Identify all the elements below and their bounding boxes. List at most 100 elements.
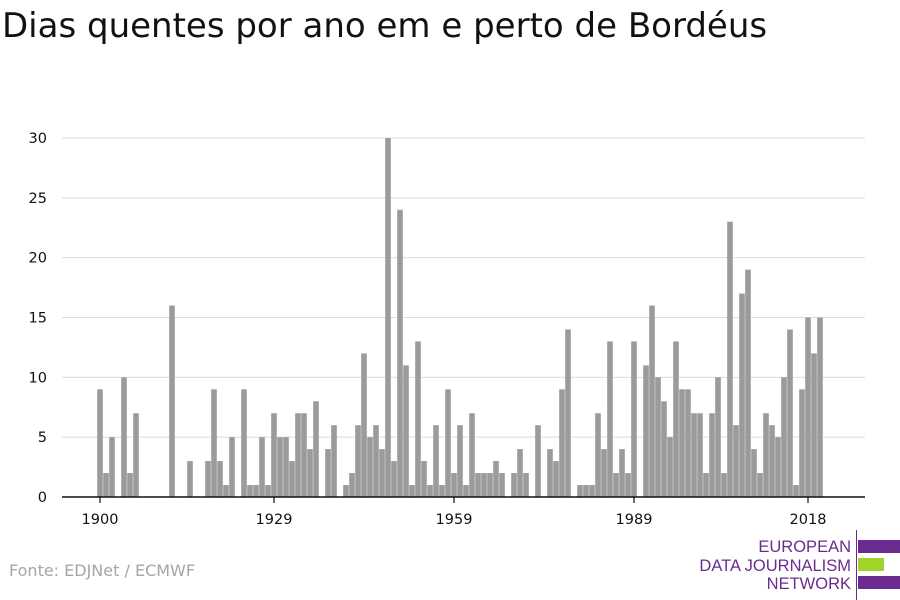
bar-1952 bbox=[409, 485, 415, 497]
bar-2016 bbox=[793, 485, 799, 497]
logo-bar-top bbox=[858, 540, 900, 553]
bar-1958 bbox=[445, 389, 451, 497]
x-tick-label: 2018 bbox=[790, 512, 827, 528]
bar-1942 bbox=[349, 473, 355, 497]
bar-2008 bbox=[745, 269, 751, 497]
bar-2007 bbox=[739, 293, 745, 497]
bar-1962 bbox=[469, 413, 475, 497]
bar-1969 bbox=[511, 473, 517, 497]
bar-1951 bbox=[403, 365, 409, 497]
bar-1971 bbox=[523, 473, 529, 497]
bar-1976 bbox=[553, 461, 559, 497]
bar-1994 bbox=[661, 401, 667, 497]
bar-2000 bbox=[697, 413, 703, 497]
y-tick-label: 25 bbox=[29, 191, 47, 207]
bar-1953 bbox=[415, 341, 421, 497]
y-tick-label: 30 bbox=[29, 131, 47, 147]
bar-1948 bbox=[385, 138, 391, 497]
bar-1970 bbox=[517, 449, 523, 497]
bar-1902 bbox=[109, 437, 115, 497]
bar-1905 bbox=[127, 473, 133, 497]
bar-1934 bbox=[301, 413, 307, 497]
bar-1987 bbox=[619, 449, 625, 497]
bar-1967 bbox=[499, 473, 505, 497]
bar-1947 bbox=[379, 449, 385, 497]
bar-1955 bbox=[427, 485, 433, 497]
bar-1985 bbox=[607, 341, 613, 497]
bar-1945 bbox=[367, 437, 373, 497]
bar-1989 bbox=[631, 341, 637, 497]
bar-1954 bbox=[421, 461, 427, 497]
bar-1900 bbox=[97, 389, 103, 497]
bar-1927 bbox=[259, 437, 265, 497]
logo-bar-middle bbox=[858, 558, 884, 571]
bar-1922 bbox=[229, 437, 235, 497]
bar-1981 bbox=[583, 485, 589, 497]
bar-1957 bbox=[439, 485, 445, 497]
x-tick-label: 1929 bbox=[256, 512, 293, 528]
bar-1980 bbox=[577, 485, 583, 497]
bar-1919 bbox=[211, 389, 217, 497]
y-tick-label: 15 bbox=[29, 311, 47, 327]
bar-1929 bbox=[271, 413, 277, 497]
chart-title: Dias quentes por ano em e perto de Bordé… bbox=[2, 6, 768, 46]
logo-line-1: EUROPEAN bbox=[758, 538, 851, 556]
gridlines bbox=[62, 137, 865, 438]
bar-1933 bbox=[295, 413, 301, 497]
bar-1932 bbox=[289, 461, 295, 497]
bar-1986 bbox=[613, 473, 619, 497]
bar-1950 bbox=[397, 209, 403, 498]
bar-1973 bbox=[535, 425, 541, 497]
bar-1943 bbox=[355, 425, 361, 497]
bar-2019 bbox=[811, 353, 817, 497]
bar-1983 bbox=[595, 413, 601, 497]
bar-1996 bbox=[673, 341, 679, 497]
bar-1982 bbox=[589, 485, 595, 497]
bar-1965 bbox=[487, 473, 493, 497]
y-tick-label: 10 bbox=[29, 370, 47, 386]
bar-1941 bbox=[343, 485, 349, 497]
bar-2017 bbox=[799, 389, 805, 497]
bar-1930 bbox=[277, 437, 283, 497]
bar-1939 bbox=[331, 425, 337, 497]
bar-1904 bbox=[121, 377, 127, 497]
bar-1921 bbox=[223, 485, 229, 497]
logo-line-3: NETWORK bbox=[766, 575, 851, 593]
bar-2009 bbox=[751, 449, 757, 497]
bar-1924 bbox=[241, 389, 247, 497]
bar-1991 bbox=[643, 365, 649, 497]
x-tick-label: 1959 bbox=[436, 512, 473, 528]
bar-1995 bbox=[667, 437, 673, 497]
bar-1963 bbox=[475, 473, 481, 497]
bar-1938 bbox=[325, 449, 331, 497]
bar-1901 bbox=[103, 473, 109, 497]
bar-1928 bbox=[265, 485, 271, 497]
bar-1997 bbox=[679, 389, 685, 497]
x-tick-label: 1989 bbox=[616, 512, 653, 528]
bar-1984 bbox=[601, 449, 607, 497]
bar-2005 bbox=[727, 221, 733, 497]
bar-2003 bbox=[715, 377, 721, 497]
bar-1946 bbox=[373, 425, 379, 497]
logo-divider bbox=[856, 530, 857, 600]
bar-2020 bbox=[817, 317, 823, 497]
bar-1956 bbox=[433, 425, 439, 497]
bar-2004 bbox=[721, 473, 727, 497]
logo-bar-bottom bbox=[858, 576, 900, 589]
bar-1925 bbox=[247, 485, 253, 497]
logo-line-2: DATA JOURNALISM bbox=[699, 556, 851, 575]
bar-2001 bbox=[703, 473, 709, 497]
bar-1959 bbox=[451, 473, 457, 497]
bar-1935 bbox=[307, 449, 313, 497]
bar-1975 bbox=[547, 449, 553, 497]
bar-2010 bbox=[757, 473, 763, 497]
bar-1926 bbox=[253, 485, 259, 497]
bar-1988 bbox=[625, 473, 631, 497]
bar-1977 bbox=[559, 389, 565, 497]
bar-1999 bbox=[691, 413, 697, 497]
bar-1966 bbox=[493, 461, 499, 497]
y-tick-label: 0 bbox=[38, 490, 47, 506]
bar-2012 bbox=[769, 425, 775, 497]
bar-2015 bbox=[787, 329, 793, 497]
